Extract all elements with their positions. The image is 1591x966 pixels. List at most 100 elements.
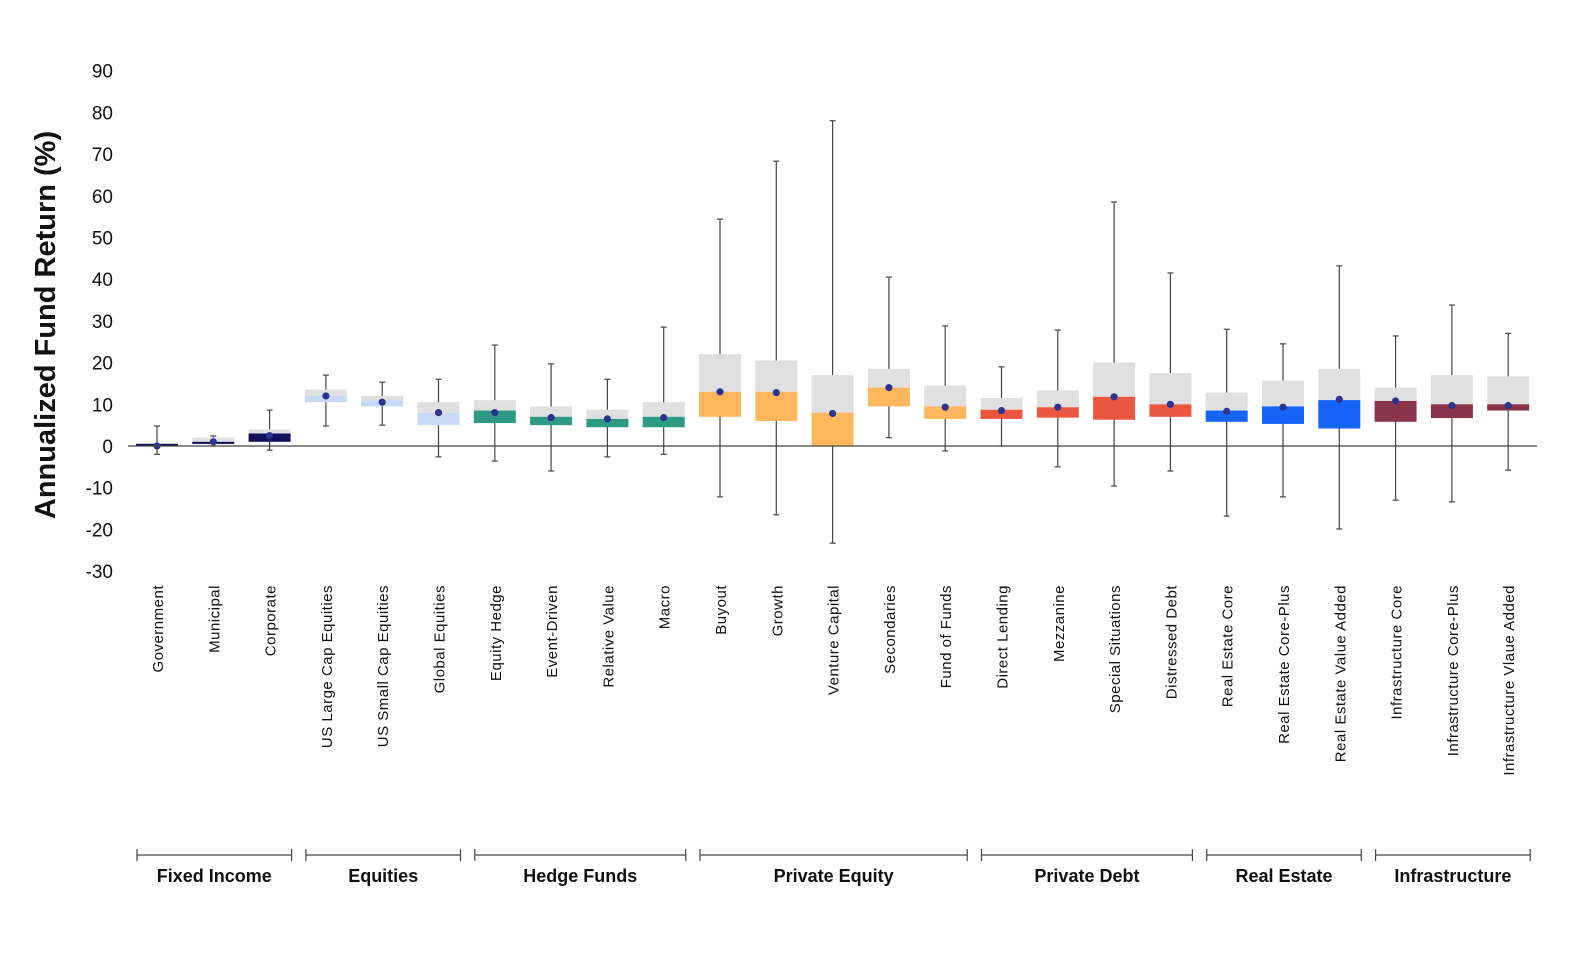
- box-upper-quartile: [1149, 373, 1192, 405]
- box-us-small-cap-equities: [361, 381, 404, 426]
- box-upper-quartile: [867, 368, 910, 388]
- y-tick-label: -30: [86, 562, 113, 583]
- box-fund-of-funds: [924, 325, 967, 452]
- y-tick-label: 90: [92, 62, 113, 83]
- y-axis-ticks: -30 -20 -10 0 10 20 30 40 50 60 70 80 90: [86, 62, 113, 583]
- box-lower-quartile: [699, 391, 741, 417]
- box-upper-quartile: [530, 406, 573, 417]
- box-municipal: [192, 435, 235, 447]
- box-upper-quartile: [1205, 392, 1248, 411]
- box-infrastructure-core-plus: [1430, 304, 1473, 503]
- category-label: Venture Capital: [826, 585, 843, 695]
- group-label: Real Estate: [1235, 866, 1332, 886]
- box-lower-quartile: [811, 412, 854, 446]
- box-upper-quartile: [1036, 390, 1079, 408]
- mean-marker: [885, 384, 893, 392]
- mean-marker: [1223, 407, 1231, 415]
- category-label: US Large Cap Equities: [319, 585, 336, 748]
- category-label: Mezzanine: [1051, 585, 1068, 662]
- box-lower-quartile: [1318, 400, 1361, 429]
- y-tick-label: 50: [92, 229, 113, 250]
- box-venture-capital: [811, 120, 854, 544]
- mean-marker: [378, 398, 386, 406]
- category-label: Special Situations: [1107, 585, 1124, 713]
- group-bracket: [1206, 849, 1362, 861]
- category-label: Real Estate Core-Plus: [1276, 585, 1293, 744]
- box-infrastructure-core: [1374, 335, 1417, 501]
- category-label: Event-Driven: [544, 585, 561, 678]
- category-label: Equity Hedge: [488, 585, 505, 681]
- box-direct-lending: [980, 366, 1023, 447]
- box-real-estate-core-plus: [1262, 343, 1304, 498]
- box-lower-quartile: [417, 412, 460, 426]
- mean-marker: [322, 392, 330, 400]
- mean-marker: [1504, 401, 1512, 410]
- mean-marker: [547, 414, 555, 422]
- box-upper-quartile: [1318, 368, 1361, 401]
- box-upper-quartile: [248, 429, 291, 434]
- group-label: Private Equity: [774, 866, 894, 886]
- box-upper-quartile: [1487, 376, 1530, 405]
- category-label: Global Equities: [432, 585, 449, 693]
- box-mezzanine: [1036, 329, 1079, 468]
- box-relative-value: [586, 378, 629, 458]
- mean-marker: [660, 414, 668, 422]
- y-axis-label: Annualized Fund Return (%): [30, 131, 62, 519]
- group-bracket: [1375, 849, 1531, 861]
- y-tick-label: -20: [86, 520, 113, 541]
- box-equity-hedge: [473, 344, 516, 462]
- category-label: Infrastructure Core: [1389, 585, 1406, 720]
- box-us-large-cap-equities: [304, 374, 347, 427]
- box-upper-quartile: [1262, 380, 1304, 407]
- y-tick-label: 0: [102, 437, 113, 458]
- box-lower-quartile: [980, 409, 1023, 419]
- box-upper-quartile: [473, 400, 516, 411]
- box-buyout: [699, 218, 741, 498]
- box-growth: [755, 160, 798, 516]
- box-upper-quartile: [980, 398, 1023, 410]
- y-tick-label: 20: [92, 354, 113, 375]
- category-label: Buyout: [713, 585, 730, 635]
- box-lower-quartile: [473, 410, 516, 424]
- box-lower-quartile: [867, 387, 910, 407]
- category-label: US Small Cap Equities: [375, 585, 392, 747]
- box-lower-quartile: [1149, 404, 1192, 417]
- box-lower-quartile: [642, 416, 685, 428]
- box-upper-quartile: [417, 402, 460, 413]
- box-lower-quartile: [1093, 396, 1136, 420]
- y-tick-label: -10: [86, 479, 113, 500]
- box-global-equities: [417, 378, 460, 458]
- mean-marker: [434, 409, 443, 417]
- box-upper-quartile: [586, 409, 629, 419]
- group-bracket: [136, 849, 293, 861]
- box-infrastructure-vlaue-added: [1487, 332, 1530, 471]
- y-tick-label: 60: [92, 187, 113, 208]
- box-lower-quartile: [924, 406, 967, 419]
- mean-marker: [997, 406, 1006, 415]
- box-upper-quartile: [1430, 375, 1473, 405]
- category-label: Government: [150, 585, 167, 673]
- y-tick-label: 80: [92, 103, 113, 124]
- box-upper-quartile: [924, 385, 967, 407]
- category-label: Growth: [769, 585, 786, 636]
- category-label: Macro: [657, 585, 674, 629]
- y-tick-label: 70: [92, 145, 113, 166]
- group-label: Private Debt: [1034, 866, 1139, 886]
- mean-marker: [1335, 395, 1343, 403]
- group-bracket: [980, 849, 1193, 861]
- category-label: Secondaries: [882, 585, 899, 674]
- category-label: Fund of Funds: [938, 585, 955, 688]
- category-labels: Government Municipal Corporate US Large Cap…: [150, 585, 1518, 776]
- box-upper-quartile: [811, 375, 854, 413]
- group-brackets: Fixed Income Equities Hedge Funds Private E…: [136, 849, 1531, 886]
- mean-marker: [603, 415, 612, 423]
- group-bracket: [699, 849, 968, 861]
- box-lower-quartile: [755, 391, 798, 421]
- box-lower-quartile: [1374, 400, 1417, 422]
- box-lower-quartile: [1262, 406, 1304, 424]
- mean-marker: [772, 389, 780, 397]
- box-event-driven: [530, 363, 573, 472]
- group-label: Fixed Income: [157, 866, 272, 886]
- category-label: Relative Value: [600, 585, 617, 688]
